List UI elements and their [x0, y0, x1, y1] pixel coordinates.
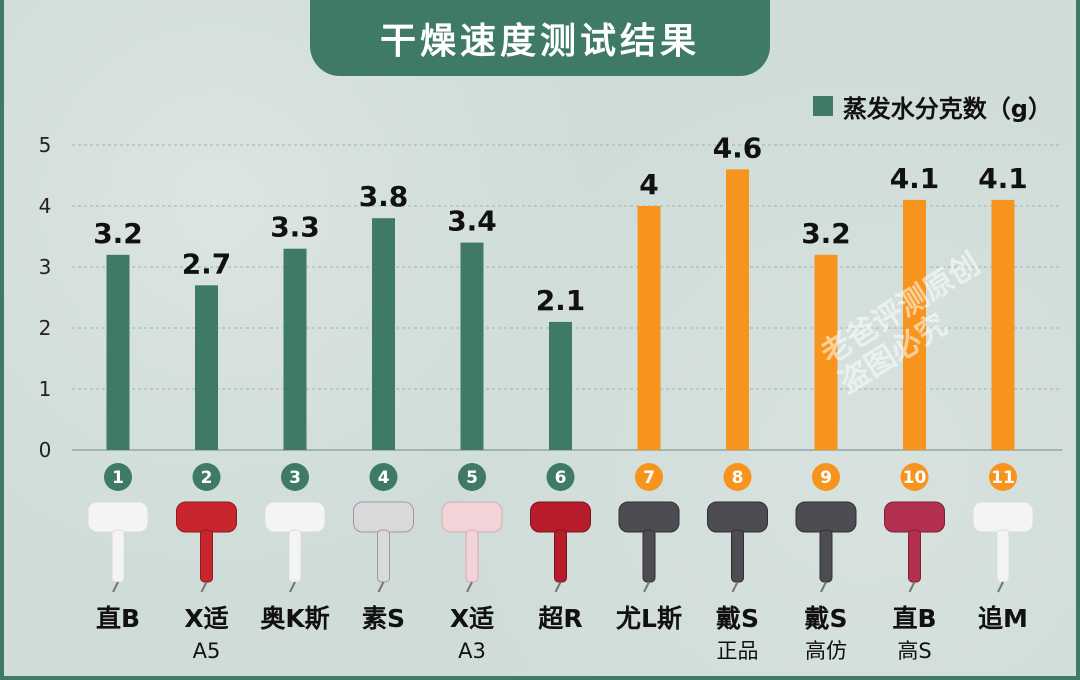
badge-number: 4	[378, 468, 390, 488]
data-label: 4	[639, 168, 658, 201]
y-tick-label: 4	[39, 194, 52, 218]
y-tick-label: 5	[39, 133, 52, 157]
badge-number: 6	[555, 468, 567, 488]
badge-circle	[723, 463, 752, 491]
badge-circle	[458, 463, 486, 491]
product-variant: 高仿	[805, 639, 847, 663]
badge-number: 11	[991, 468, 1015, 488]
hair-dryer-icon	[972, 501, 1034, 593]
bar	[991, 199, 1015, 450]
hair-dryer-icon	[530, 501, 591, 593]
bar	[637, 206, 661, 450]
product-name: 戴S	[804, 604, 847, 633]
product-name: 戴S	[716, 604, 759, 633]
hair-dryer-icon	[618, 501, 680, 593]
badge-number: 7	[643, 468, 655, 488]
chart-background	[4, 0, 1076, 676]
data-label: 3.2	[93, 217, 143, 250]
bar	[726, 169, 749, 450]
bar	[106, 254, 130, 450]
y-tick-label: 2	[39, 316, 52, 340]
data-label: 3.2	[801, 217, 851, 250]
product-name: 追M	[978, 604, 1028, 633]
legend: 蒸发水分克数（g）	[812, 90, 1052, 123]
product-name: 素S	[362, 604, 405, 633]
badge-number: 9	[820, 468, 832, 488]
hair-dryer-icon	[176, 501, 237, 593]
data-label: 2.1	[536, 284, 586, 317]
badge-number: 2	[201, 468, 213, 488]
badge-circle	[281, 463, 309, 491]
bar	[195, 285, 218, 450]
badge-circle	[369, 463, 398, 491]
hair-dryer-icon	[795, 501, 857, 593]
y-tick-label: 0	[39, 438, 52, 462]
badge-number: 8	[732, 468, 744, 488]
product-variant: 正品	[717, 639, 759, 663]
product-name: 奥K斯	[260, 604, 329, 633]
chart-title: 干燥速度测试结果	[379, 21, 700, 62]
product-variant: A5	[193, 639, 221, 663]
product-variant: 高S	[897, 639, 931, 663]
badge-number: 3	[289, 468, 301, 488]
badge-circle	[812, 463, 840, 491]
badge-number: 10	[903, 468, 927, 488]
bar	[814, 254, 838, 450]
bar	[372, 218, 395, 450]
product-name: 尤L斯	[616, 604, 682, 633]
data-label: 4.6	[713, 131, 763, 164]
product-name: 超R	[538, 604, 582, 633]
hair-dryer-icon	[87, 501, 149, 593]
bar	[903, 199, 926, 450]
data-label: 2.7	[182, 247, 232, 280]
data-label: 3.8	[359, 180, 409, 213]
legend-swatch	[812, 96, 833, 116]
product-name: X适	[450, 604, 494, 633]
product-name: 直B	[892, 604, 936, 633]
bar	[460, 242, 484, 450]
hair-dryer-icon	[441, 501, 503, 593]
badge-circle	[635, 463, 663, 491]
product-name: 直B	[96, 604, 140, 633]
product-name: X适	[184, 604, 228, 633]
badge-number: 5	[466, 468, 478, 488]
product-variant: A3	[458, 639, 486, 663]
hair-dryer-icon	[884, 501, 945, 593]
hair-dryer-icon	[353, 501, 414, 593]
hair-dryer-icon	[264, 501, 326, 593]
y-tick-label: 3	[39, 255, 52, 279]
data-label: 3.3	[270, 211, 320, 244]
bar	[549, 321, 572, 450]
badge-number: 1	[112, 468, 124, 488]
data-label: 3.4	[447, 205, 497, 238]
title-banner: 干燥速度测试结果	[310, 0, 770, 76]
bar	[283, 248, 307, 450]
hair-dryer-icon	[707, 501, 768, 593]
legend-label: 蒸发水分克数（g）	[842, 94, 1052, 123]
badge-circle	[546, 463, 575, 491]
badge-circle	[989, 463, 1017, 491]
data-label: 4.1	[978, 162, 1028, 195]
badge-circle	[900, 463, 929, 491]
badge-circle	[192, 463, 221, 491]
data-label: 4.1	[890, 162, 940, 195]
badge-circle	[104, 463, 132, 491]
y-tick-label: 1	[39, 377, 52, 401]
